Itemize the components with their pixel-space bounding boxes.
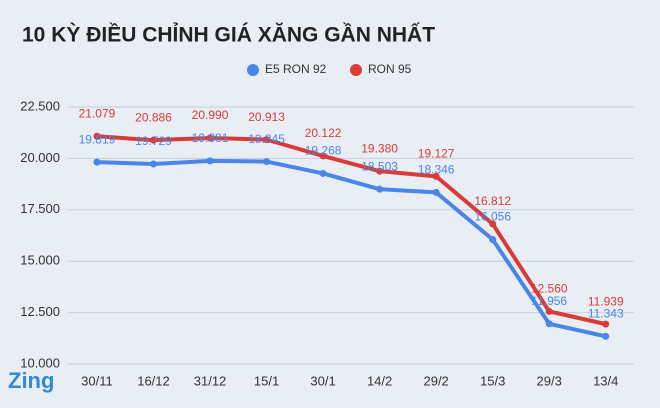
data-label: 19.127 <box>418 147 455 161</box>
data-point <box>263 136 271 144</box>
logo: Zing <box>8 368 54 393</box>
data-point <box>545 320 553 328</box>
y-tick-label: 10.000 <box>20 355 60 370</box>
data-label: 11.956 <box>531 294 567 308</box>
data-label: 18.346 <box>418 163 455 177</box>
data-point <box>602 332 610 340</box>
legend-label: E5 RON 92 <box>265 62 327 76</box>
x-tick-label: 29/2 <box>423 373 448 388</box>
chart-title: 10 KỲ ĐIỀU CHỈNH GIÁ XĂNG GẦN NHẤT <box>22 23 435 47</box>
x-tick-label: 30/11 <box>81 373 113 388</box>
x-tick-label: 30/1 <box>310 373 335 388</box>
data-point <box>319 152 327 160</box>
series-line <box>96 134 607 327</box>
data-point <box>319 169 327 177</box>
data-point <box>93 132 101 140</box>
data-label: 12.560 <box>531 282 568 296</box>
data-point <box>206 134 214 142</box>
x-tick-label: 16/12 <box>137 373 170 388</box>
data-label: 20.886 <box>135 110 172 124</box>
data-label: 19.268 <box>305 144 342 158</box>
y-tick-label: 12.500 <box>20 304 60 319</box>
x-tick-label: 15/1 <box>254 373 279 388</box>
y-tick-label: 17.500 <box>20 201 60 216</box>
data-label: 19.729 <box>135 134 172 148</box>
x-tick-label: 14/2 <box>367 373 392 388</box>
legend-swatch <box>350 64 362 76</box>
data-point <box>489 235 497 243</box>
data-label: 19.380 <box>361 141 398 155</box>
x-tick-label: 13/4 <box>593 373 618 388</box>
data-point <box>432 172 440 180</box>
x-tick-label: 31/12 <box>194 373 227 388</box>
data-label: 20.122 <box>305 126 342 140</box>
data-label: 16.056 <box>474 210 511 224</box>
data-label: 11.939 <box>588 294 624 308</box>
legend-swatch <box>247 64 259 76</box>
data-label: 19.845 <box>248 132 285 146</box>
data-point <box>489 220 497 228</box>
data-point <box>602 320 610 328</box>
legend-label: RON 95 <box>368 62 412 76</box>
data-point <box>93 158 101 166</box>
data-point <box>545 307 553 315</box>
y-tick-label: 20.000 <box>20 150 60 165</box>
data-point <box>263 158 271 166</box>
data-point <box>149 160 157 168</box>
data-label: 19.881 <box>192 131 229 145</box>
data-point <box>376 167 384 175</box>
data-label: 20.990 <box>192 108 229 122</box>
data-label: 19.819 <box>79 132 116 146</box>
y-tick-label: 22.500 <box>20 98 60 113</box>
data-point <box>432 188 440 196</box>
data-label: 18.503 <box>361 159 398 173</box>
x-tick-label: 29/3 <box>537 373 562 388</box>
series-line <box>96 158 607 339</box>
data-label: 20.913 <box>248 110 285 124</box>
data-point <box>206 157 214 165</box>
y-tick-label: 15.000 <box>20 253 60 268</box>
data-label: 11.343 <box>588 307 624 321</box>
data-point <box>149 136 157 144</box>
data-label: 21.079 <box>79 106 116 120</box>
x-tick-label: 15/3 <box>480 373 505 388</box>
data-point <box>376 185 384 193</box>
data-label: 16.812 <box>474 194 511 208</box>
